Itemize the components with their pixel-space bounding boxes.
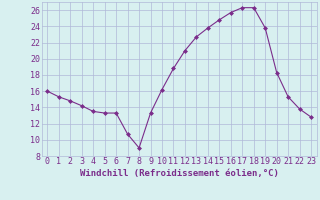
X-axis label: Windchill (Refroidissement éolien,°C): Windchill (Refroidissement éolien,°C) (80, 169, 279, 178)
